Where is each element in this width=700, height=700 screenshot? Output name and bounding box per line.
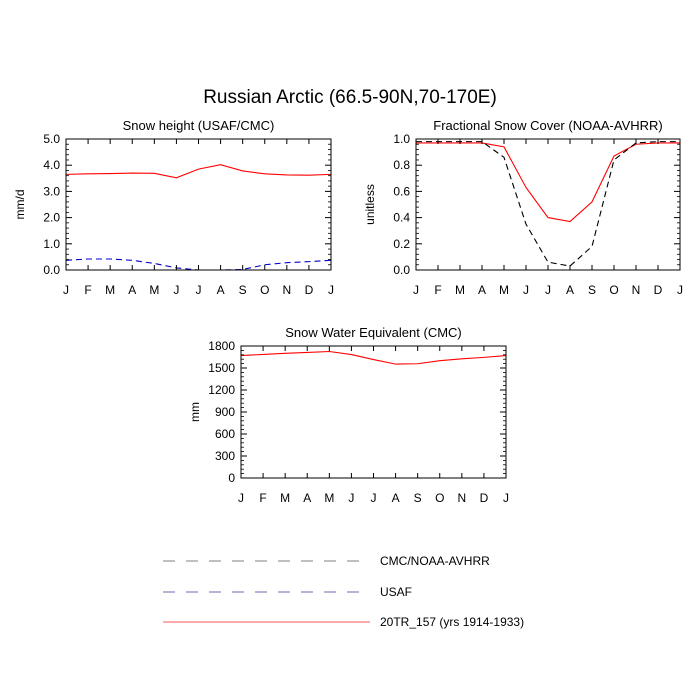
y-tick-label: 2.0 bbox=[43, 211, 60, 225]
legend-label: CMC/NOAA-AVHRR bbox=[380, 554, 490, 568]
x-tick-label: M bbox=[149, 283, 159, 297]
x-tick-label: F bbox=[259, 491, 266, 505]
x-tick-label: N bbox=[457, 491, 466, 505]
x-tick-label: O bbox=[609, 283, 618, 297]
legend-label: 20TR_157 (yrs 1914-1933) bbox=[380, 615, 524, 629]
y-tick-label: 1.0 bbox=[43, 237, 60, 251]
y-axis-label: unitless bbox=[363, 184, 377, 225]
x-tick-label: J bbox=[413, 283, 419, 297]
x-tick-label: M bbox=[499, 283, 509, 297]
plot-frame bbox=[240, 345, 507, 479]
x-tick-label: J bbox=[503, 491, 509, 505]
series-line-cmc-noaa-avhrr bbox=[416, 141, 680, 267]
y-axis-label: mm bbox=[188, 402, 202, 422]
figure-title: Russian Arctic (66.5-90N,70-170E) bbox=[203, 87, 497, 108]
x-tick-label: F bbox=[434, 283, 441, 297]
x-tick-label: N bbox=[282, 283, 291, 297]
y-tick-label: 1200 bbox=[208, 383, 235, 397]
x-tick-label: A bbox=[128, 283, 136, 297]
panel-fractional-snow-cover: Fractional Snow Cover (NOAA-AVHRR) unitle… bbox=[363, 118, 683, 297]
y-tick-label: 0.0 bbox=[43, 263, 60, 277]
panel-title: Fractional Snow Cover (NOAA-AVHRR) bbox=[433, 118, 662, 133]
y-tick-label: 0.4 bbox=[393, 211, 410, 225]
x-tick-label: S bbox=[588, 283, 596, 297]
x-tick-label: J bbox=[523, 283, 529, 297]
y-axis-label: mm/d bbox=[13, 190, 27, 220]
x-tick-label: F bbox=[84, 283, 91, 297]
x-tick-label: D bbox=[480, 491, 489, 505]
x-tick-label: A bbox=[392, 491, 400, 505]
series-line-20tr-157-yrs-1914-1933 bbox=[416, 142, 680, 223]
x-tick-label: J bbox=[328, 283, 334, 297]
x-tick-label: J bbox=[173, 283, 179, 297]
y-tick-label: 0.8 bbox=[393, 158, 410, 172]
x-tick-label: J bbox=[545, 283, 551, 297]
y-tick-label: 600 bbox=[215, 427, 235, 441]
x-tick-label: A bbox=[478, 283, 486, 297]
y-tick-label: 300 bbox=[215, 449, 235, 463]
y-tick-label: 1800 bbox=[208, 339, 235, 353]
x-tick-label: N bbox=[632, 283, 641, 297]
x-tick-label: M bbox=[280, 491, 290, 505]
series-line-20tr-157-yrs-1914-1933 bbox=[240, 350, 507, 365]
x-tick-label: J bbox=[238, 491, 244, 505]
legend-label: USAF bbox=[380, 585, 412, 599]
y-tick-label: 0.0 bbox=[393, 263, 410, 277]
x-tick-label: J bbox=[63, 283, 69, 297]
x-tick-label: S bbox=[239, 283, 247, 297]
x-tick-label: J bbox=[196, 283, 202, 297]
y-tick-label: 1500 bbox=[208, 361, 235, 375]
y-tick-label: 4.0 bbox=[43, 158, 60, 172]
x-tick-label: O bbox=[260, 283, 269, 297]
x-tick-label: M bbox=[105, 283, 115, 297]
panel-title: Snow Water Equivalent (CMC) bbox=[285, 325, 462, 340]
x-tick-label: O bbox=[435, 491, 444, 505]
panel-title: Snow height (USAF/CMC) bbox=[123, 118, 275, 133]
x-tick-label: M bbox=[455, 283, 465, 297]
panel-snow-height: Snow height (USAF/CMC)mm/dJ F M A M J J A S O N D J0… bbox=[13, 118, 334, 297]
legend: CMC/NOAA-AVHRR USAF 20TR_157 (yrs 1914-193… bbox=[163, 554, 524, 629]
y-tick-label: 0.2 bbox=[393, 237, 410, 251]
y-tick-label: 1.0 bbox=[393, 132, 410, 146]
series-line-20tr-157-yrs-1914-1933 bbox=[65, 164, 332, 179]
x-tick-label: J bbox=[371, 491, 377, 505]
x-tick-label: S bbox=[414, 491, 422, 505]
x-tick-label: J bbox=[677, 283, 683, 297]
x-tick-label: A bbox=[217, 283, 225, 297]
x-tick-label: A bbox=[566, 283, 574, 297]
y-tick-label: 900 bbox=[215, 405, 235, 419]
plot-frame bbox=[415, 138, 681, 271]
x-tick-label: A bbox=[303, 491, 311, 505]
y-tick-label: 0.6 bbox=[393, 184, 410, 198]
plot-frame bbox=[65, 138, 332, 271]
y-tick-label: 5.0 bbox=[43, 132, 60, 146]
y-tick-label: 0 bbox=[228, 471, 235, 485]
x-tick-label: M bbox=[324, 491, 334, 505]
x-tick-label: J bbox=[348, 491, 354, 505]
panel-snow-water-equivalent: Snow Water Equivalent (CMC)mmJ F M A M J J A S O N… bbox=[188, 325, 509, 505]
y-tick-label: 3.0 bbox=[43, 184, 60, 198]
x-tick-label: D bbox=[305, 283, 314, 297]
x-tick-label: D bbox=[654, 283, 663, 297]
